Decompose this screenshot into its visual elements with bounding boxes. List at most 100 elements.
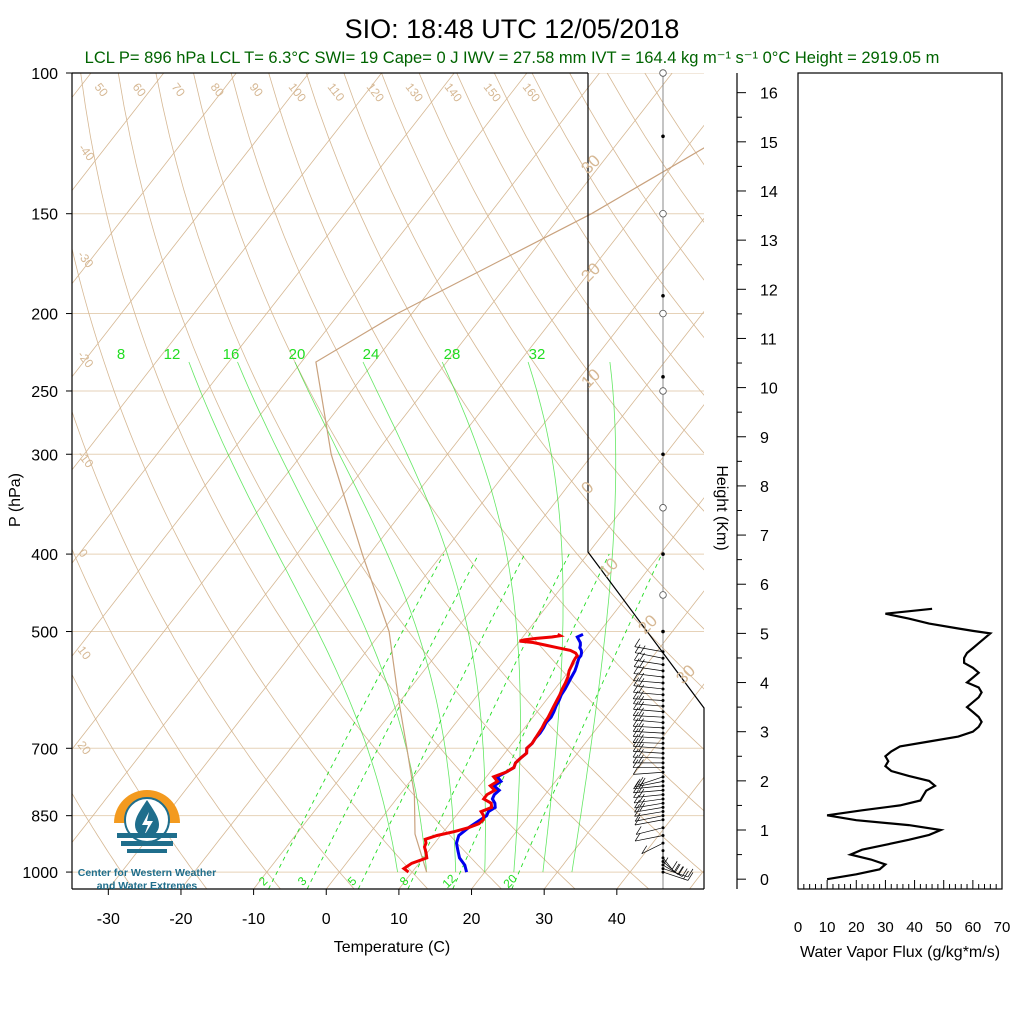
- wind-barb: [633, 708, 664, 713]
- wind-level-dot: [661, 663, 665, 667]
- dry-adiabat-line: [343, 73, 704, 630]
- dry-adiabat-line: [72, 548, 281, 889]
- isotherm-line: [543, 683, 704, 889]
- wind-level-dot: [661, 134, 665, 139]
- wind-barb: [633, 756, 664, 759]
- isotherm-line: [689, 869, 704, 889]
- wind-level-dot: [661, 699, 665, 703]
- wind-barb: [633, 698, 664, 701]
- wind-barb-feather: [639, 659, 645, 668]
- wind-barb: [633, 745, 664, 749]
- wind-barb-feather: [638, 734, 644, 743]
- flux-tick-label: 0: [794, 919, 802, 936]
- wind-level-dot: [661, 770, 665, 774]
- wind-level-dot: [661, 656, 665, 660]
- temperature-tick-label: 10: [390, 911, 408, 928]
- dry-adiabat-line: [72, 792, 134, 889]
- chart-title: SIO: 18:48 UTC 12/05/2018: [345, 14, 680, 44]
- wind-calm-marker: [659, 591, 667, 599]
- pressure-tick-label: 500: [31, 625, 58, 642]
- wind-barb: [633, 673, 664, 678]
- wind-barb-feather: [632, 707, 639, 716]
- skewt-frame: [66, 72, 705, 895]
- height-tick-label: 3: [760, 725, 769, 742]
- wind-barb-feather: [673, 863, 680, 873]
- dry-adiabat-line: [456, 73, 704, 454]
- wind-barb: [633, 691, 664, 696]
- wind-level-dot: [661, 867, 665, 871]
- skewt-grid: [72, 73, 704, 889]
- wind-calm-marker: [659, 387, 667, 395]
- wind-level-dot: [661, 834, 665, 838]
- wind-barb-feather: [638, 749, 644, 758]
- wind-barb-feather: [638, 695, 645, 705]
- height-tick-label: 13: [760, 233, 778, 250]
- wind-level-dot: [661, 761, 665, 765]
- wind-barb-feather: [674, 863, 681, 873]
- height-tick-label: 1: [760, 823, 769, 840]
- wind-barb: [633, 789, 664, 794]
- wind-level-dot: [661, 736, 665, 740]
- temperature-tick-label: -30: [97, 911, 120, 928]
- mixing-ratio-line: [306, 553, 480, 889]
- height-tick-label: 11: [760, 331, 777, 348]
- wind-barb: [635, 781, 664, 788]
- wind-barb-feather: [678, 866, 685, 875]
- height-tick-label: 9: [760, 430, 769, 447]
- wind-barb-feather: [633, 794, 640, 804]
- pressure-tick-label: 850: [31, 809, 58, 826]
- wind-level-dot: [661, 797, 665, 801]
- wind-barb-feather: [633, 701, 639, 710]
- y-axis-label: P (hPa): [7, 473, 24, 527]
- isotherm-line: [616, 776, 704, 889]
- wind-barb-feather: [634, 808, 640, 817]
- wind-barb-feather: [633, 677, 640, 686]
- wind-barb-feather: [639, 794, 645, 803]
- height-tick-label: 7: [760, 528, 769, 545]
- right-border-line: [587, 73, 705, 889]
- wind-barb: [633, 794, 664, 798]
- temperature-tick-label: 20: [463, 911, 481, 928]
- pressure-tick-label: 150: [31, 207, 58, 224]
- dry-adiabat-line: [193, 73, 704, 874]
- temperature-profile-line: [401, 632, 580, 874]
- height-tick-label: 12: [760, 282, 778, 299]
- wind-barb-feather: [687, 872, 694, 881]
- dry-adiabat-line: [117, 73, 576, 889]
- skewt-data: [315, 147, 704, 874]
- mixing-ratio-line: [268, 553, 445, 889]
- wind-barb: [662, 861, 679, 875]
- wind-barb-feather: [633, 789, 639, 798]
- height-axis-label: Height (Km): [713, 465, 730, 550]
- wind-level-dot: [661, 801, 665, 805]
- wind-barb: [634, 646, 664, 653]
- logo-sun-arc: [114, 790, 180, 823]
- height-tick-label: 14: [760, 184, 778, 201]
- height-tick-label: 4: [760, 676, 769, 693]
- wind-barb: [634, 802, 664, 809]
- wind-barb-feather: [671, 861, 678, 870]
- moist-adiabat-label: 8: [117, 346, 125, 363]
- height-tick-label: 15: [760, 135, 778, 152]
- moist-adiabat-line: [237, 361, 427, 873]
- isotherm-line: [471, 590, 704, 889]
- wind-barb: [633, 771, 664, 775]
- isotherm-line: [398, 497, 704, 889]
- wind-barb-feather: [638, 690, 644, 700]
- parcel-path-line: [315, 147, 704, 873]
- wind-level-dot: [661, 293, 665, 298]
- moist-adiabat-line: [294, 361, 457, 873]
- wind-barb-feather: [638, 754, 644, 764]
- wind-level-dot: [661, 870, 665, 874]
- isotherm-line: [253, 310, 704, 889]
- moist-adiabat-line: [441, 361, 521, 873]
- wind-barb-feather: [683, 870, 689, 880]
- wind-barb-feather: [634, 803, 640, 813]
- wind-barb-feather: [634, 799, 640, 809]
- wind-level-dot: [661, 766, 665, 770]
- x-axis-label: Temperature (C): [334, 939, 450, 956]
- temperature-tick-label: -10: [242, 911, 265, 928]
- wind-barb-feather: [635, 826, 642, 835]
